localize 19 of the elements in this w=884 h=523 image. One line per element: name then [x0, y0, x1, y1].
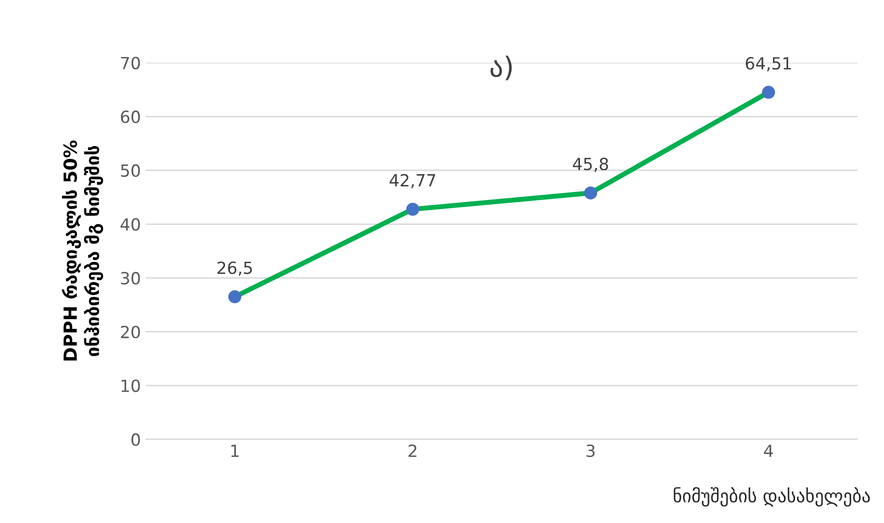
- data-label: 26,5: [217, 261, 252, 276]
- y-tick-label: 0: [131, 433, 140, 446]
- y-tick-label: 20: [121, 326, 140, 338]
- x-tick-label: 4: [764, 444, 773, 457]
- x-tick-label: 3: [586, 444, 595, 458]
- data-label: 64,51: [746, 57, 791, 72]
- y-tick-label: 40: [120, 218, 140, 231]
- x-tick-label: 2: [408, 444, 416, 457]
- y-tick-label: 10: [122, 379, 140, 392]
- data-label: 45,8: [572, 158, 608, 172]
- x-axis-title: ნიმუშების დასახელება: [674, 487, 870, 507]
- y-tick-label: 30: [121, 272, 140, 285]
- x-tick-label: 1: [231, 444, 239, 457]
- data-label: 42,77: [390, 174, 436, 188]
- y-tick-label: 70: [121, 56, 140, 70]
- y-axis-title: DPPH რადიკალის 50% ინჰიბირება მგ ნიმუშის: [62, 140, 104, 361]
- y-tick-label: 60: [120, 110, 140, 124]
- y-tick-label: 50: [121, 164, 140, 177]
- chart-title: ა): [490, 56, 512, 80]
